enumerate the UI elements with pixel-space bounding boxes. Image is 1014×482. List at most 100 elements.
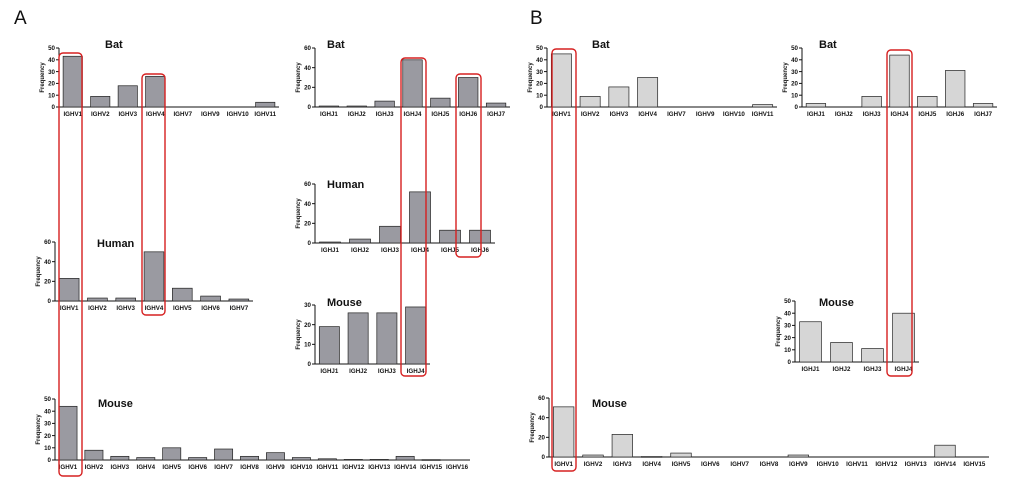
bar-ighv14 [934,444,956,458]
chart-b-mouse-ighj: Mouse Frequency 0 10 20 30 40 50 IGHJ1 IGHJ2 IGHJ3… [776,297,919,373]
bar-ighv4 [641,456,663,458]
bar-ighj3 [861,96,882,108]
x-tick-label: IGHJ7 [487,111,505,118]
y-tick-label: 20 [791,81,798,88]
x-tick-label: IGHV2 [584,461,603,468]
chart-a-mouse-ighv: Mouse Frequency 0 10 20 30 40 50 IGHV1 IGHV2 IGHV3… [36,396,470,471]
bar-ighj3 [374,100,395,108]
bar-ighj1 [799,321,822,363]
x-tick-label: IGHV8 [760,461,779,468]
bar-ighj7 [972,103,994,108]
bar-ighv2 [90,96,111,108]
x-tick-label: IGHJ2 [835,111,853,118]
bar-ighj2 [347,312,369,365]
x-tick-label: IGHJ6 [459,111,477,118]
x-tick-label: IGHV12 [342,464,365,471]
x-tick-label: IGHV1 [63,111,82,118]
bar-ighv3 [117,85,138,108]
y-tick-label: 20 [536,81,543,88]
y-tick-label: 0 [542,454,546,461]
bar-ighv1 [550,53,572,108]
x-tick-label: IGHV2 [88,305,107,312]
bar-ighj6 [458,77,479,108]
bar-ighv13 [369,459,389,461]
panel-label-b: B [530,8,543,29]
y-tick-label: 30 [44,421,51,428]
y-axis-label: Frequency [296,198,302,229]
chart-a-bat-ighj: Bat Frequency 0 20 40 60 IGHJ1 IGHJ2 IGHJ3 IGHJ4 I… [296,39,510,118]
y-tick-label: 0 [540,104,544,111]
y-tick-label: 60 [304,181,311,188]
bar-ighv7 [214,448,234,461]
y-tick-label: 40 [536,57,543,64]
chart-title: Bat [592,39,610,51]
x-tick-label: IGHV10 [817,461,840,468]
bar-ighv3 [115,297,136,302]
x-tick-label: IGHJ4 [411,247,429,254]
y-tick-label: 0 [48,457,52,464]
chart-title: Mouse [327,297,362,309]
x-tick-label: IGHV5 [173,305,192,312]
bar-ighj5 [430,97,451,108]
x-tick-label: IGHJ2 [351,247,369,254]
x-tick-label: IGHJ4 [895,366,913,373]
y-tick-label: 50 [784,298,791,305]
y-tick-label: 0 [308,240,312,247]
y-axis-label: Frequency [528,62,534,93]
bar-ighj1 [318,105,340,108]
bar-ighj1 [319,241,341,244]
bar-ighv1 [553,406,575,458]
chart-a-human-ighv: Human Frequency 0 20 40 60 IGHV1 IGHV2 IGHV3 IGHV… [36,238,253,312]
x-tick-label: IGHJ1 [320,111,338,118]
x-tick-label: IGHV11 [752,111,774,118]
y-tick-label: 30 [784,323,791,330]
y-tick-label: 30 [304,302,311,309]
bar-ighj1 [805,103,827,108]
y-tick-label: 20 [48,81,55,88]
y-tick-label: 60 [44,239,51,246]
chart-title: Bat [105,39,123,51]
bar-ighj2 [349,238,371,244]
y-tick-label: 40 [304,201,311,208]
bar-ighv6 [188,457,208,461]
x-tick-label: IGHJ1 [320,368,338,375]
y-tick-label: 30 [536,69,543,76]
y-tick-label: 0 [788,359,792,366]
bar-ighv11 [317,458,337,461]
bar-ighv9 [266,452,285,461]
x-tick-label: IGHV11 [254,111,276,118]
x-tick-label: IGHV14 [394,464,417,471]
chart-b-bat-ighv: Bat Frequency 0 10 20 30 40 50 IGHV1 IGHV2 IGHV3 IG… [528,39,777,118]
bar-ighv2 [84,449,104,461]
highlight-outline [886,49,913,377]
x-tick-label: IGHJ3 [863,111,881,118]
chart-title: Human [327,179,365,191]
chart-b-bat-ighj: Bat Frequency 0 10 20 30 40 50 IGHJ1 IGHJ2 IGHJ3 IG… [783,39,997,118]
chart-title: Human [97,238,135,250]
bar-ighv7 [228,298,250,302]
x-tick-label: IGHJ4 [891,111,909,118]
y-tick-label: 40 [304,65,311,72]
x-tick-label: IGHV10 [227,111,250,118]
x-tick-label: IGHJ3 [376,111,394,118]
x-tick-label: IGHV1 [60,305,79,312]
bar-ighj5 [917,96,938,108]
x-tick-label: IGHV3 [610,111,629,118]
bar-ighv4 [143,251,165,302]
y-tick-label: 20 [304,85,311,92]
x-tick-label: IGHJ3 [378,368,396,375]
x-tick-label: IGHV7 [214,464,233,471]
x-tick-label: IGHJ5 [431,111,449,118]
x-tick-label: IGHJ4 [407,368,425,375]
bar-ighv2 [579,96,601,108]
chart-a-mouse-ighj: Mouse Frequency 0 10 20 30 IGHJ1 IGHJ2 IGHJ3 IGHJ… [296,297,430,375]
y-tick-label: 20 [44,279,51,286]
bar-ighj6 [945,70,966,108]
x-tick-label: IGHV7 [667,111,686,118]
x-tick-label: IGHV1 [59,464,78,471]
y-axis-label: Frequency [776,316,782,347]
y-tick-label: 50 [44,396,51,403]
y-axis-label: Frequency [296,62,302,93]
x-tick-label: IGHV6 [201,305,220,312]
bar-ighv9 [787,454,809,458]
